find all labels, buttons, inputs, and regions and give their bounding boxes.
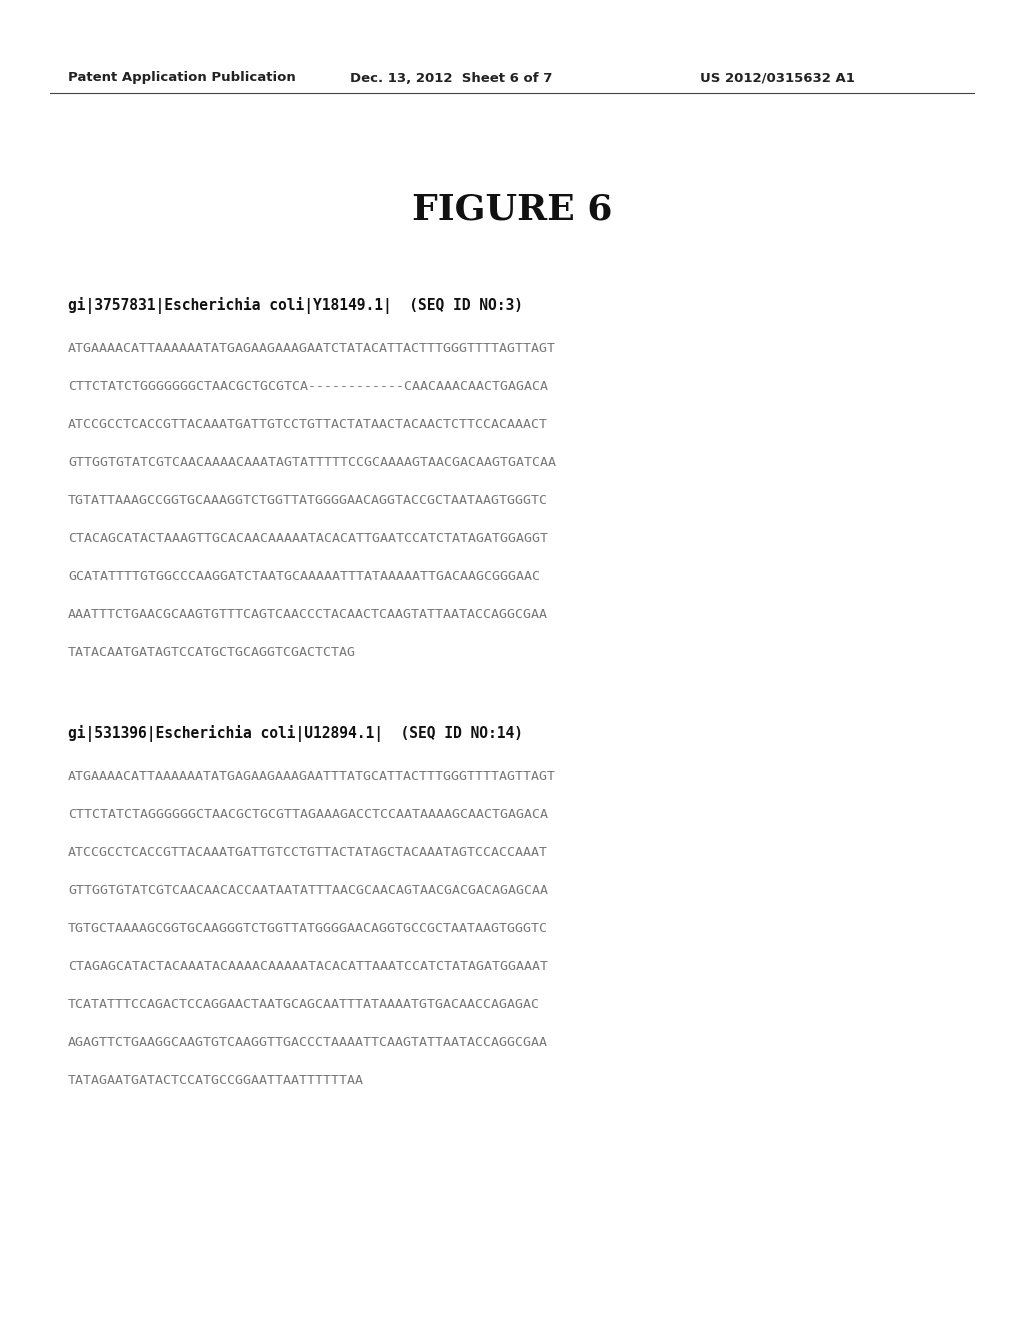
Text: ATGAAAACATTAAAAAATATGAGAAGAAAGAATCTATACATTACTTTGGGTTTTAGTTAGT: ATGAAAACATTAAAAAATATGAGAAGAAAGAATCTATACA… bbox=[68, 342, 556, 355]
Text: TATACAATGATAGTCCATGCTGCAGGTCGACTCTAG: TATACAATGATAGTCCATGCTGCAGGTCGACTCTAG bbox=[68, 647, 356, 660]
Text: Dec. 13, 2012  Sheet 6 of 7: Dec. 13, 2012 Sheet 6 of 7 bbox=[350, 71, 552, 84]
Text: CTAGAGCATACTACAAATACAAAACAAAAATACACATTAAATCCATCTATAGATGGAAAT: CTAGAGCATACTACAAATACAAAACAAAAATACACATTAA… bbox=[68, 961, 548, 974]
Text: CTTCTATCTAGGGGGGCTAACGCTGCGTTAGAAAGACCTCCAATAAAAGCAACTGAGACA: CTTCTATCTAGGGGGGCTAACGCTGCGTTAGAAAGACCTC… bbox=[68, 808, 548, 821]
Text: US 2012/0315632 A1: US 2012/0315632 A1 bbox=[700, 71, 855, 84]
Text: TCATATTTCCAGACTCCAGGAACTAATGCAGCAATTTATAAAATGTGACAACCAGAGAC: TCATATTTCCAGACTCCAGGAACTAATGCAGCAATTTATA… bbox=[68, 998, 540, 1011]
Text: TGTATTAAAGCCGGTGCAAAGGTCTGGTTATGGGGAACAGGTACCGCTAATAAGTGGGTC: TGTATTAAAGCCGGTGCAAAGGTCTGGTTATGGGGAACAG… bbox=[68, 495, 548, 507]
Text: GTTGGTGTATCGTCAACAAAACAAATAGTATTTTTCCGCAAAAGTAACGACAAGTGATCAA: GTTGGTGTATCGTCAACAAAACAAATAGTATTTTTCCGCA… bbox=[68, 457, 556, 470]
Text: GTTGGTGTATCGTCAACAACACCAATAATATTTAACGCAACAGTAACGACGACAGAGCAA: GTTGGTGTATCGTCAACAACACCAATAATATTTAACGCAA… bbox=[68, 884, 548, 898]
Text: TATAGAATGATACTCCATGCCGGAATTAATTTTTTAA: TATAGAATGATACTCCATGCCGGAATTAATTTTTTAA bbox=[68, 1074, 364, 1088]
Text: ATCCGCCTCACCGTTACAAATGATTGTCCTGTTACTATAGCTACAAATAGTCCACCAAAT: ATCCGCCTCACCGTTACAAATGATTGTCCTGTTACTATAG… bbox=[68, 846, 548, 859]
Text: gi|531396|Escherichia coli|U12894.1|  (SEQ ID NO:14): gi|531396|Escherichia coli|U12894.1| (SE… bbox=[68, 725, 523, 742]
Text: TGTGCTAAAAGCGGTGCAAGGGTCTGGTTATGGGGAACAGGTGCCGCTAATAAGTGGGTC: TGTGCTAAAAGCGGTGCAAGGGTCTGGTTATGGGGAACAG… bbox=[68, 923, 548, 936]
Text: Patent Application Publication: Patent Application Publication bbox=[68, 71, 296, 84]
Text: AAATTTCTGAACGCAAGTGTTTCAGTCAACCCTACAACTCAAGTATTAATACCAGGCGAA: AAATTTCTGAACGCAAGTGTTTCAGTCAACCCTACAACTC… bbox=[68, 609, 548, 622]
Text: gi|3757831|Escherichia coli|Y18149.1|  (SEQ ID NO:3): gi|3757831|Escherichia coli|Y18149.1| (S… bbox=[68, 297, 523, 314]
Text: AGAGTTCTGAAGGCAAGTGTCAAGGTTGACCCTAAAATTCAAGTATTAATACCAGGCGAA: AGAGTTCTGAAGGCAAGTGTCAAGGTTGACCCTAAAATTC… bbox=[68, 1036, 548, 1049]
Text: CTACAGCATACTAAAGTTGCACAACAAAAATACACATTGAATCCATCTATAGATGGAGGT: CTACAGCATACTAAAGTTGCACAACAAAAATACACATTGA… bbox=[68, 532, 548, 545]
Text: CTTCTATCTGGGGGGGCTAACGCTGCGTCA------------CAACAAACAACTGAGACA: CTTCTATCTGGGGGGGCTAACGCTGCGTCA----------… bbox=[68, 380, 548, 393]
Text: GCATATTTTGTGGCCCAAGGATCTAATGCAAAAATTTATAAAAATTGACAAGCGGGAAC: GCATATTTTGTGGCCCAAGGATCTAATGCAAAAATTTATA… bbox=[68, 570, 540, 583]
Text: FIGURE 6: FIGURE 6 bbox=[412, 193, 612, 227]
Text: ATGAAAACATTAAAAAATATGAGAAGAAAGAATTTATGCATTACTTTGGGTTTTAGTTAGT: ATGAAAACATTAAAAAATATGAGAAGAAAGAATTTATGCA… bbox=[68, 771, 556, 784]
Text: ATCCGCCTCACCGTTACAAATGATTGTCCTGTTACTATAACTACAACTCTTCCACAAACT: ATCCGCCTCACCGTTACAAATGATTGTCCTGTTACTATAA… bbox=[68, 418, 548, 432]
